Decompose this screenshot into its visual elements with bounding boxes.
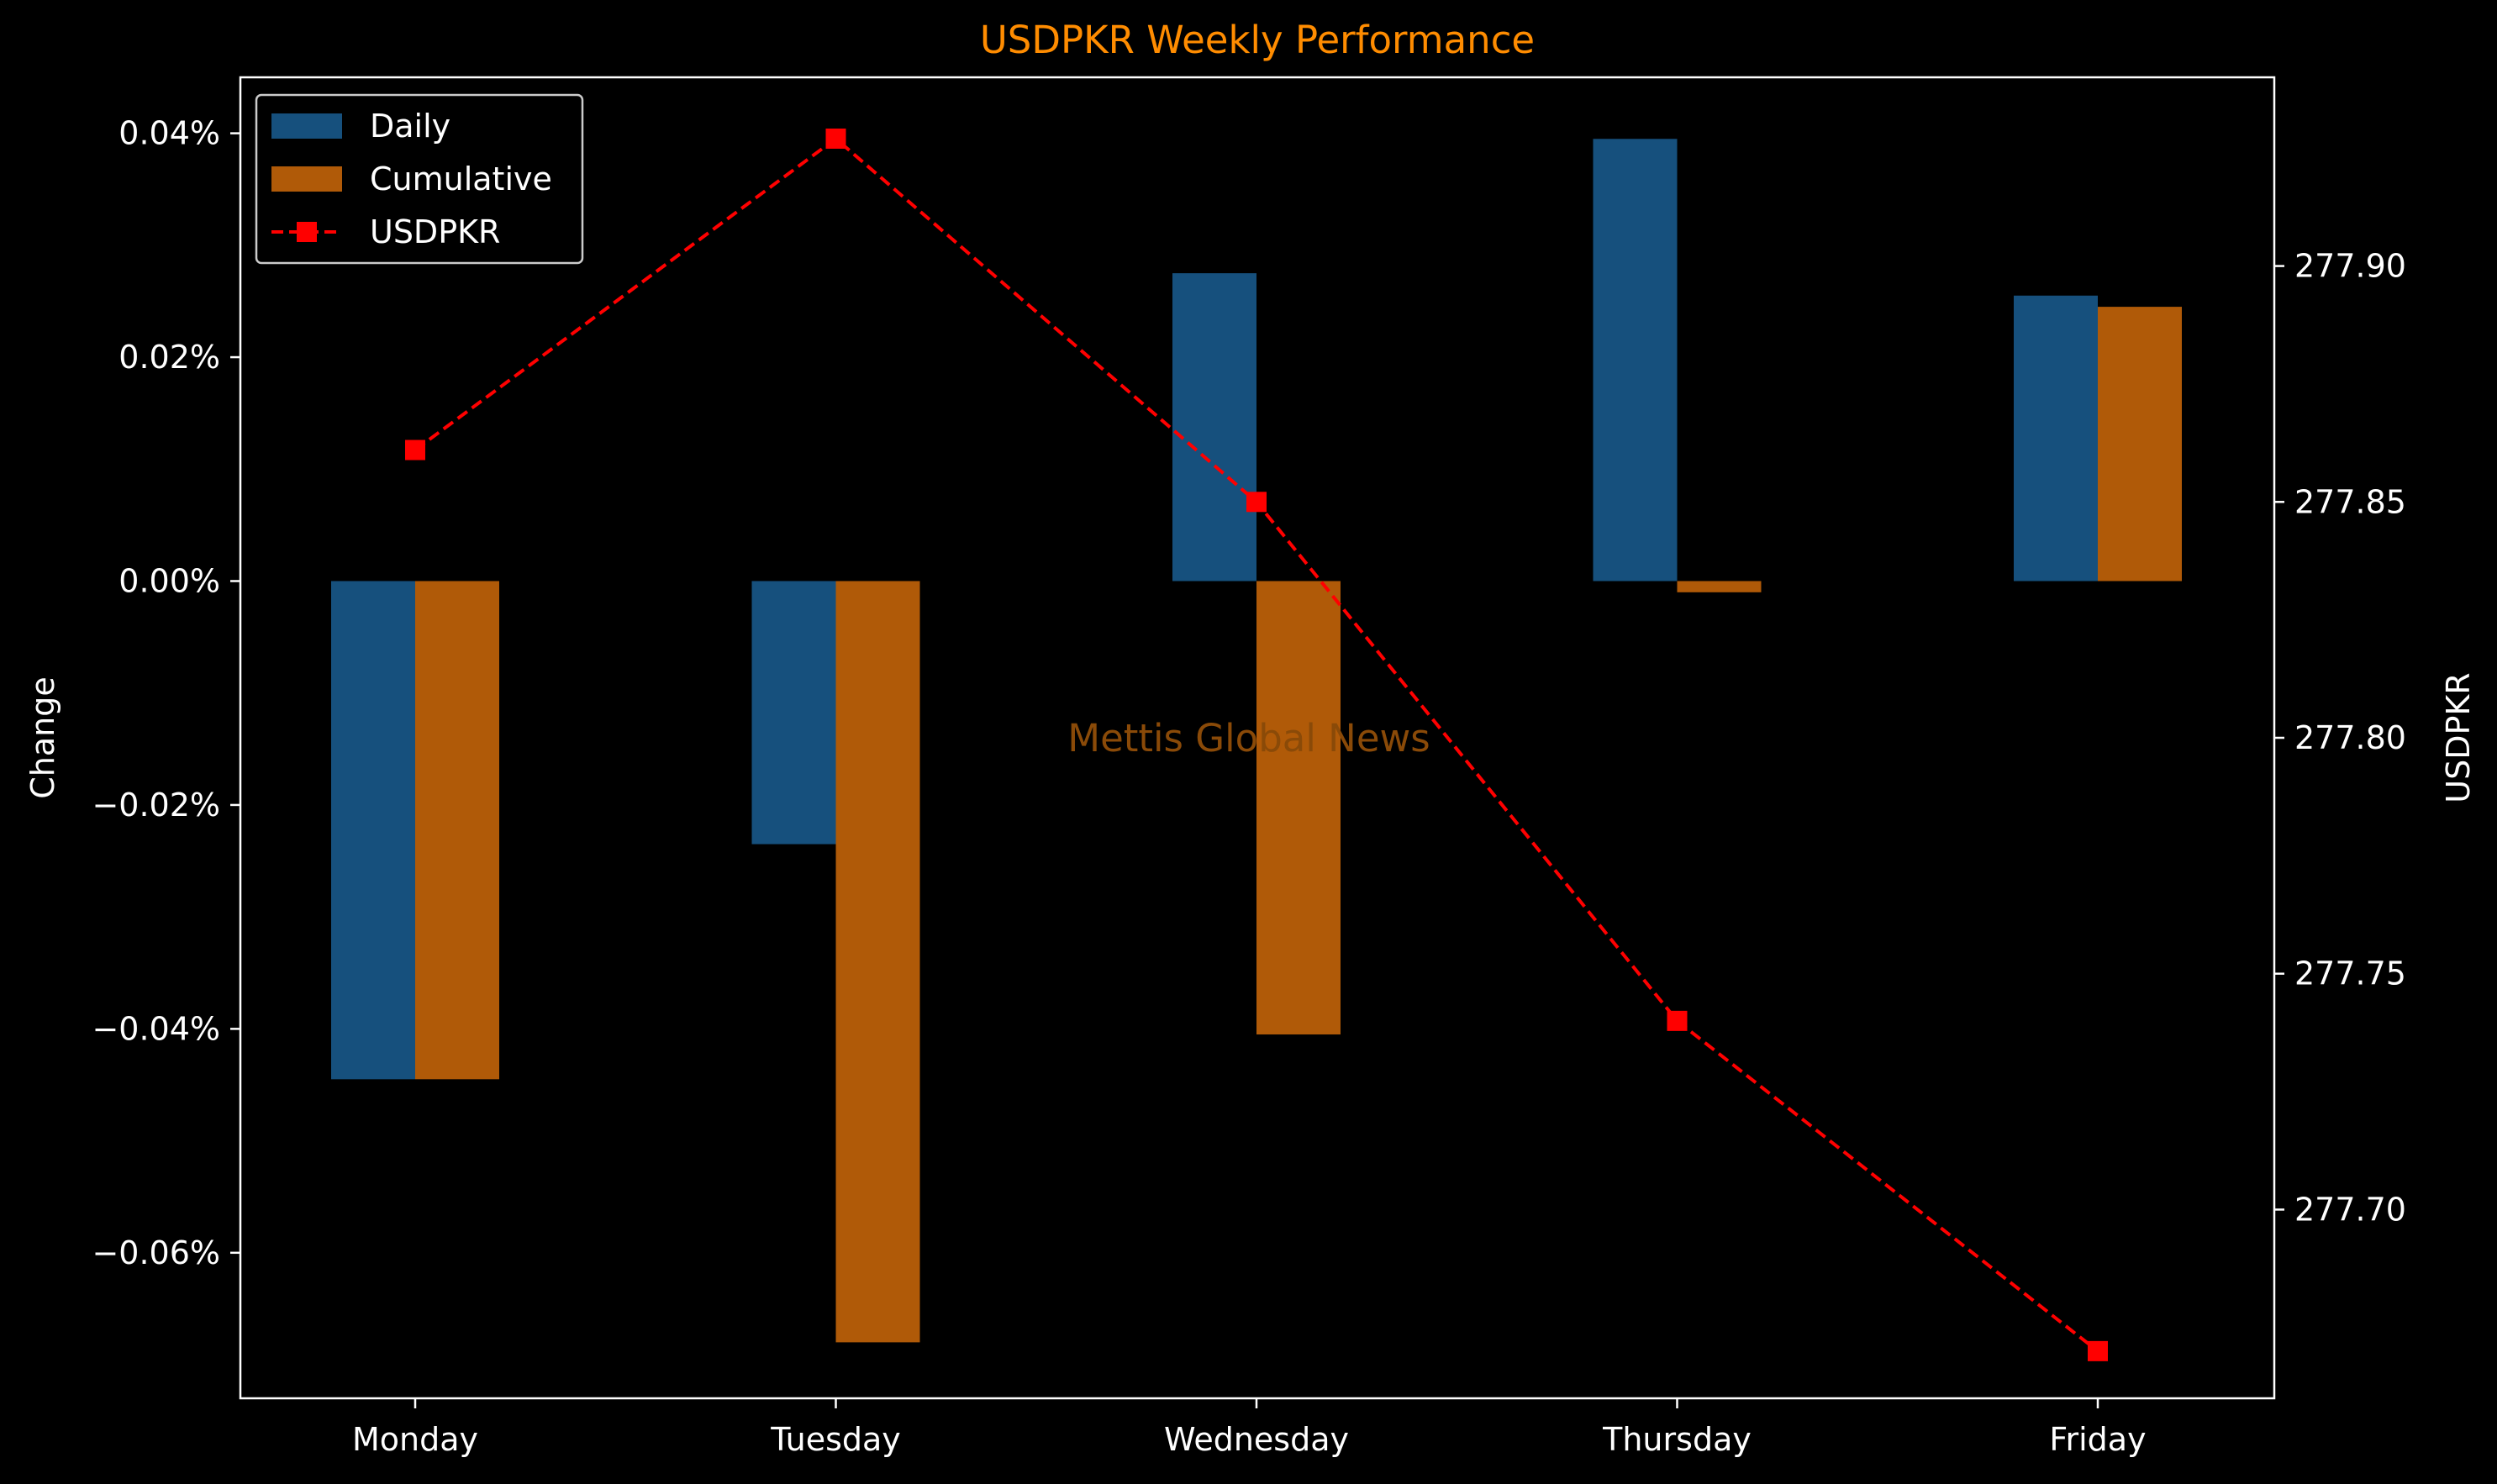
x-tick-label: Monday	[352, 1421, 478, 1458]
chart-title: USDPKR Weekly Performance	[980, 18, 1535, 62]
bar-cumulative-tuesday	[835, 581, 920, 1343]
bar-cumulative-wednesday	[1256, 581, 1341, 1035]
x-tick-label: Tuesday	[770, 1421, 901, 1458]
y-tick-label: 0.00%	[119, 562, 220, 599]
legend-label-usdpkr: USDPKR	[370, 213, 500, 250]
y2-tick-label: 277.70	[2294, 1191, 2406, 1228]
y-tick-label: −0.04%	[92, 1010, 220, 1047]
legend-marker-usdpkr	[297, 222, 317, 242]
bar-cumulative-thursday	[1677, 581, 1762, 592]
point-usdpkr-tuesday	[825, 128, 846, 149]
legend-swatch-daily	[271, 113, 342, 139]
bar-daily-monday	[331, 581, 415, 1080]
y-tick-label: −0.02%	[92, 787, 220, 824]
bars-layer	[331, 139, 2182, 1343]
y2-tick-label: 277.90	[2294, 248, 2406, 285]
y2-tick-label: 277.85	[2294, 483, 2406, 520]
x-tick-label: Friday	[2049, 1421, 2146, 1458]
x-tick-label: Wednesday	[1164, 1421, 1349, 1458]
point-usdpkr-friday	[2088, 1340, 2108, 1361]
y-tick-label: 0.04%	[119, 115, 220, 152]
right-axis: 277.90 277.85 277.80 277.75 277.70	[2274, 248, 2406, 1228]
y-axis-label: Change	[24, 676, 61, 799]
legend-label-daily: Daily	[370, 108, 450, 145]
watermark: Mettis Global News	[1067, 716, 1430, 760]
legend-label-cumulative: Cumulative	[370, 161, 552, 197]
point-usdpkr-thursday	[1667, 1010, 1688, 1031]
y2-tick-label: 277.80	[2294, 719, 2406, 756]
bar-cumulative-friday	[2098, 307, 2182, 581]
x-tick-label: Thursday	[1602, 1421, 1752, 1458]
y-tick-label: 0.02%	[119, 339, 220, 376]
bar-daily-tuesday	[751, 581, 836, 845]
x-axis: Monday Tuesday Wednesday Thursday Friday	[352, 1398, 2147, 1458]
bar-daily-wednesday	[1172, 273, 1256, 581]
point-usdpkr-monday	[405, 439, 425, 460]
legend: Daily Cumulative USDPKR	[255, 93, 584, 265]
bar-daily-thursday	[1593, 139, 1678, 581]
bar-daily-friday	[2014, 295, 2098, 581]
y-tick-label: −0.06%	[92, 1234, 220, 1271]
legend-swatch-cumulative	[271, 166, 342, 192]
y2-axis-label: USDPKR	[2440, 672, 2477, 803]
y2-tick-label: 277.75	[2294, 955, 2406, 992]
bar-cumulative-monday	[415, 581, 499, 1080]
line-layer	[405, 128, 2108, 1361]
point-usdpkr-wednesday	[1246, 492, 1267, 513]
left-axis: 0.04% 0.02% 0.00% −0.02% −0.04% −0.06%	[92, 115, 240, 1271]
